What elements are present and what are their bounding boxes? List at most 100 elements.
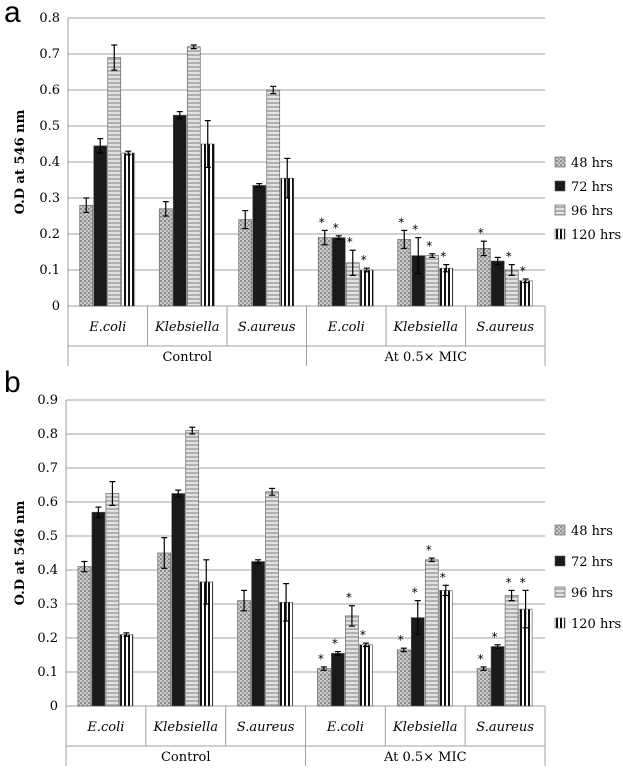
bar-72-hrs: [251, 561, 265, 707]
significance-star: *: [332, 637, 338, 651]
category-label: S.aureus: [476, 320, 534, 335]
bar-48-hrs: [238, 219, 253, 307]
bar-72-hrs: [331, 652, 345, 707]
y-tick-label: 0: [50, 699, 58, 714]
bar-48-hrs: [157, 552, 172, 707]
bar-72-hrs: [172, 114, 187, 307]
y-tick-label: 0.1: [37, 665, 58, 680]
significance-star: *: [520, 575, 526, 589]
category-label: S.aureus: [238, 320, 296, 335]
bar-120-hrs: [359, 269, 374, 307]
bar-48-hrs: [476, 248, 491, 307]
y-tick-label: 0.5: [39, 119, 60, 134]
y-tick-label: 0.3: [37, 597, 58, 612]
legend-swatch: [554, 180, 566, 192]
panel-b-letter: b: [4, 366, 21, 399]
significance-star: *: [426, 543, 432, 557]
bar-72-hrs: [93, 145, 108, 307]
legend-label: 120 hrs: [571, 228, 621, 243]
bar-120-hrs: [439, 267, 454, 307]
category-label: S.aureus: [476, 720, 534, 735]
bar-96-hrs: [425, 255, 440, 307]
significance-star: *: [398, 633, 404, 647]
bar-96-hrs: [105, 493, 120, 707]
category-label: S.aureus: [237, 720, 295, 735]
group-label: Control: [162, 350, 212, 365]
significance-star: *: [440, 570, 446, 584]
bar-96-hrs: [186, 46, 201, 307]
category-label: E.coli: [327, 320, 365, 335]
panel-b: b 0 0.1 0.2 0.3 0.4 0.5 0.6 0.7 0.8 0.9 O.D at 546…: [0, 366, 623, 774]
significance-star: *: [346, 591, 352, 605]
y-tick-label: 0.8: [39, 11, 60, 26]
y-axis-label: O.D at 546 nm: [13, 109, 28, 214]
bar-48-hrs: [158, 208, 173, 307]
significance-star: *: [478, 226, 484, 240]
category-label: E.coli: [86, 720, 124, 735]
y-axis-label: O.D at 546 nm: [13, 500, 28, 605]
bar-48-hrs: [396, 649, 411, 707]
y-tick-label: 0.9: [37, 393, 58, 408]
panel-a: a 0 0.1 0.2 0.3 0.4 0.5 0.6 0.7 0.8 O.D at 546 nm…: [0, 0, 623, 370]
y-tick-label: 0.4: [39, 155, 60, 170]
significance-star: *: [492, 630, 498, 644]
y-tick-label: 0.6: [37, 495, 58, 510]
significance-star: *: [360, 628, 366, 642]
y-tick-label: 0.7: [37, 461, 58, 476]
y-tick-label: 0.8: [37, 427, 58, 442]
legend-swatch: [554, 524, 566, 536]
bar-96-hrs: [345, 615, 359, 707]
bar-72-hrs: [252, 185, 267, 307]
significance-star: *: [478, 652, 484, 666]
significance-star: *: [506, 575, 512, 589]
chart-b: 0 0.1 0.2 0.3 0.4 0.5 0.6 0.7 0.8 0.9 O.D at 546 n…: [13, 393, 621, 766]
significance-star: *: [506, 250, 512, 264]
bar-120-hrs: [121, 152, 136, 307]
significance-star: *: [412, 586, 418, 600]
bar-72-hrs: [171, 493, 186, 707]
category-label: Klebsiella: [153, 720, 218, 735]
bar-48-hrs: [317, 237, 332, 307]
group-label: Control: [161, 750, 211, 765]
bar-96-hrs: [185, 430, 200, 707]
bar-120-hrs: [359, 644, 373, 707]
y-tick-label: 0: [52, 299, 60, 314]
bar-96-hrs: [424, 559, 439, 707]
category-label: Klebsiella: [393, 320, 458, 335]
significance-star: *: [333, 221, 339, 235]
category-label: Klebsiella: [392, 720, 457, 735]
legend-swatch: [554, 555, 566, 567]
chart-a: 0 0.1 0.2 0.3 0.4 0.5 0.6 0.7 0.8 O.D at 546 nm Co…: [13, 11, 621, 366]
group-label: At 0.5× MIC: [383, 750, 467, 765]
bar-120-hrs: [518, 280, 533, 307]
legend-label: 48 hrs: [571, 524, 613, 539]
bar-72-hrs: [490, 260, 505, 307]
significance-star: *: [412, 223, 418, 237]
legend-label: 48 hrs: [571, 156, 613, 171]
bar-48-hrs: [77, 566, 92, 707]
legend-swatch: [554, 586, 566, 598]
bar-48-hrs: [237, 600, 251, 707]
bar-72-hrs: [331, 237, 346, 307]
bar-120-hrs: [438, 590, 453, 707]
group-label: At 0.5× MIC: [383, 350, 467, 365]
y-tick-label: 0.5: [37, 529, 58, 544]
bar-96-hrs: [107, 57, 122, 307]
bar-96-hrs: [266, 89, 281, 307]
y-tick-label: 0.1: [39, 263, 60, 278]
bar-72-hrs: [490, 646, 505, 707]
bar-48-hrs: [397, 239, 412, 307]
significance-star: *: [520, 264, 526, 278]
y-tick-label: 0.3: [39, 191, 60, 206]
significance-star: *: [440, 250, 446, 264]
y-tick-label: 0.2: [37, 631, 58, 646]
bar-96-hrs: [504, 595, 519, 707]
legend-label: 72 hrs: [571, 180, 613, 195]
category-label: Klebsiella: [154, 320, 219, 335]
category-label: E.coli: [326, 720, 364, 735]
bar-96-hrs: [265, 491, 279, 707]
category-label: E.coli: [88, 320, 126, 335]
legend-swatch: [554, 617, 566, 629]
legend-swatch: [554, 156, 566, 168]
legend-swatch: [554, 228, 566, 240]
